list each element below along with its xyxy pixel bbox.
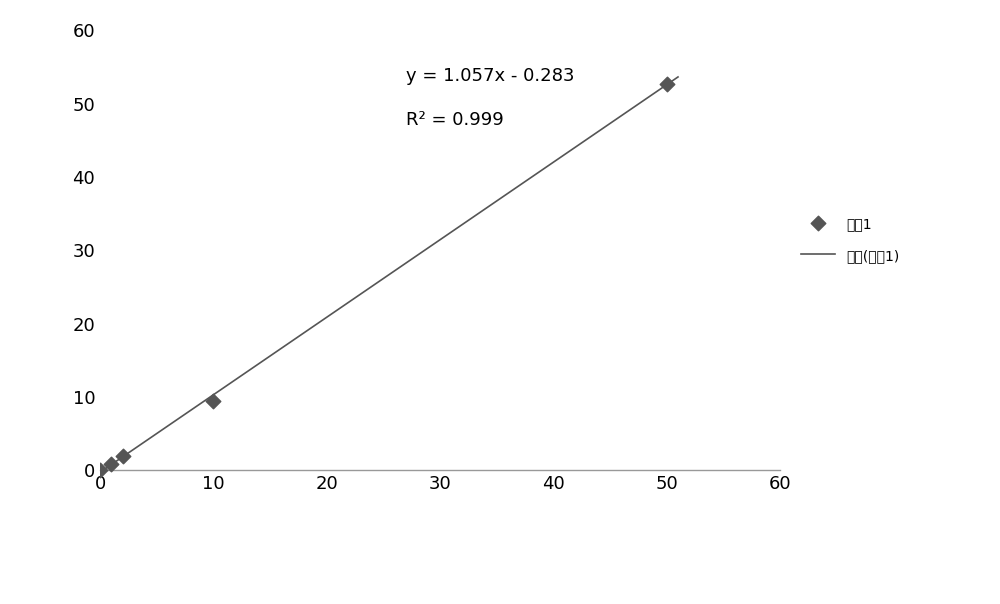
Text: y = 1.057x - 0.283: y = 1.057x - 0.283: [406, 67, 574, 85]
Legend: 系列1, 线性(系列1): 系列1, 线性(系列1): [801, 217, 900, 263]
Point: [205, 396, 221, 405]
Point: [115, 451, 131, 460]
Point: [659, 80, 675, 89]
Point: [92, 466, 108, 475]
Text: R² = 0.999: R² = 0.999: [406, 111, 504, 129]
Point: [103, 460, 119, 469]
